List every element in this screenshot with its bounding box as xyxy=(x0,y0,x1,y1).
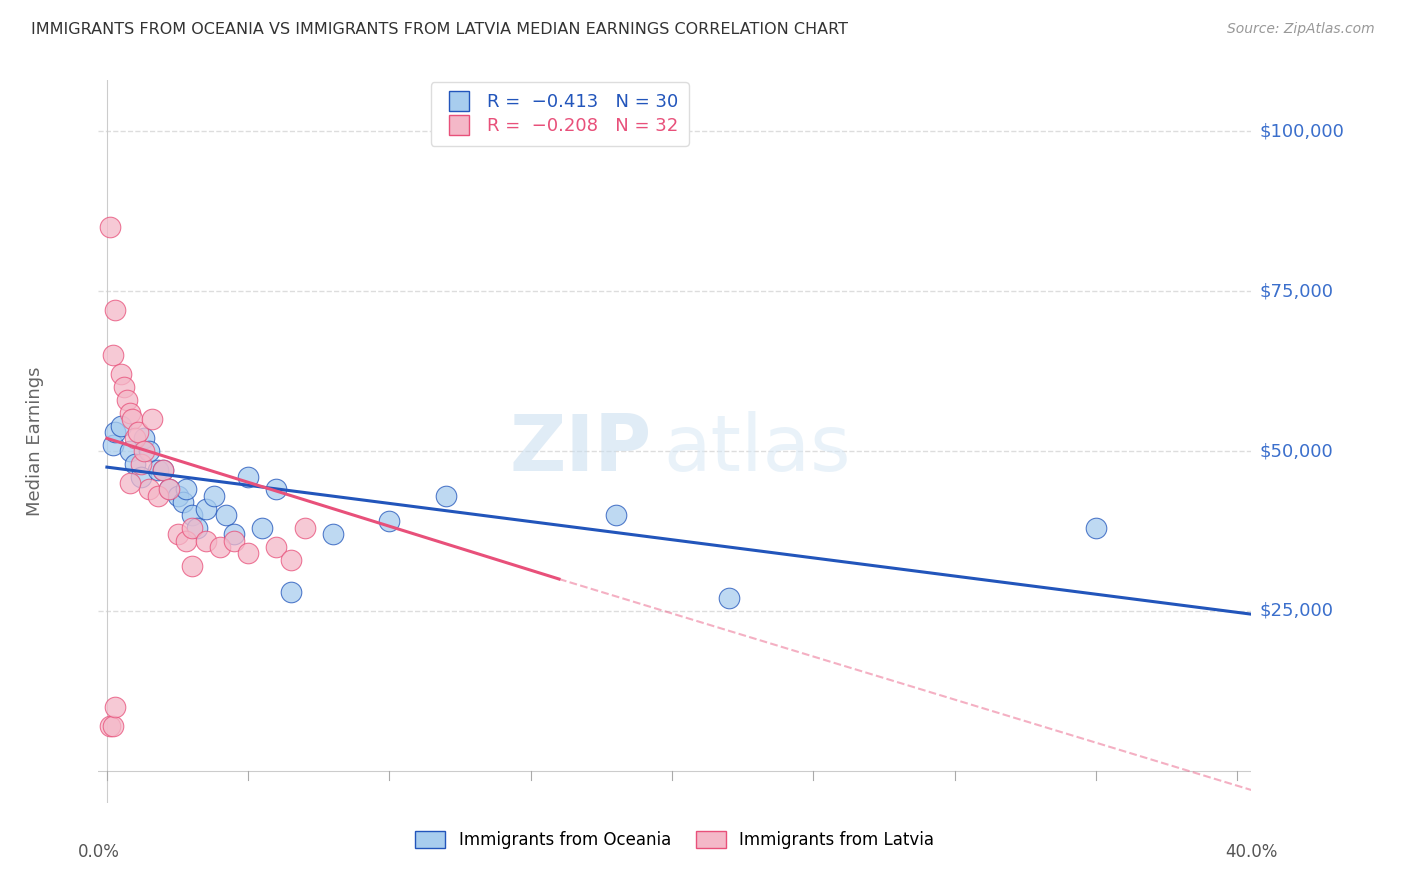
Point xyxy=(132,431,155,445)
Text: $50,000: $50,000 xyxy=(1260,442,1333,460)
Point xyxy=(124,431,146,445)
Point xyxy=(252,521,274,535)
Point xyxy=(157,483,180,497)
Point xyxy=(174,533,197,548)
Point xyxy=(157,483,180,497)
Point xyxy=(172,495,194,509)
Point xyxy=(214,508,236,522)
Point xyxy=(141,412,163,426)
Text: $75,000: $75,000 xyxy=(1260,282,1334,301)
Point xyxy=(118,476,141,491)
Point xyxy=(605,508,627,522)
Point xyxy=(101,348,124,362)
Point xyxy=(152,463,174,477)
Point xyxy=(98,719,121,733)
Point xyxy=(280,553,302,567)
Point xyxy=(104,425,127,439)
Point xyxy=(222,527,245,541)
Point xyxy=(266,483,288,497)
Point xyxy=(98,220,121,235)
Point xyxy=(280,584,302,599)
Point xyxy=(118,406,141,420)
Point xyxy=(129,469,152,483)
Point xyxy=(180,508,202,522)
Point xyxy=(266,540,288,554)
Point xyxy=(1084,521,1107,535)
Point xyxy=(194,533,217,548)
Text: $25,000: $25,000 xyxy=(1260,602,1334,620)
Point xyxy=(717,591,740,606)
Text: Median Earnings: Median Earnings xyxy=(25,367,44,516)
Point xyxy=(146,463,169,477)
Text: 40.0%: 40.0% xyxy=(1225,843,1278,861)
Point xyxy=(124,457,146,471)
Point xyxy=(138,483,160,497)
Point xyxy=(202,489,225,503)
Point xyxy=(118,444,141,458)
Point xyxy=(238,546,260,560)
Point xyxy=(180,559,202,574)
Point xyxy=(101,719,124,733)
Point xyxy=(104,699,127,714)
Point xyxy=(208,540,231,554)
Point xyxy=(166,489,188,503)
Point xyxy=(322,527,344,541)
Point xyxy=(194,501,217,516)
Point xyxy=(110,368,132,382)
Text: 0.0%: 0.0% xyxy=(77,843,120,861)
Text: IMMIGRANTS FROM OCEANIA VS IMMIGRANTS FROM LATVIA MEDIAN EARNINGS CORRELATION CH: IMMIGRANTS FROM OCEANIA VS IMMIGRANTS FR… xyxy=(31,22,848,37)
Text: $100,000: $100,000 xyxy=(1260,122,1344,140)
Point xyxy=(238,469,260,483)
Point xyxy=(222,533,245,548)
Point xyxy=(186,521,208,535)
Point xyxy=(146,489,169,503)
Point xyxy=(121,412,143,426)
Text: Source: ZipAtlas.com: Source: ZipAtlas.com xyxy=(1227,22,1375,37)
Point xyxy=(127,425,149,439)
Text: ZIP: ZIP xyxy=(509,410,652,487)
Point xyxy=(378,515,401,529)
Point xyxy=(434,489,457,503)
Point xyxy=(115,392,138,407)
Point xyxy=(129,457,152,471)
Point xyxy=(112,380,135,394)
Point xyxy=(294,521,316,535)
Point xyxy=(101,438,124,452)
Point xyxy=(110,418,132,433)
Point xyxy=(152,463,174,477)
Legend: Immigrants from Oceania, Immigrants from Latvia: Immigrants from Oceania, Immigrants from… xyxy=(409,824,941,856)
Point xyxy=(104,303,127,318)
Point xyxy=(174,483,197,497)
Text: atlas: atlas xyxy=(664,410,851,487)
Point xyxy=(166,527,188,541)
Point xyxy=(138,444,160,458)
Point xyxy=(132,444,155,458)
Point xyxy=(180,521,202,535)
